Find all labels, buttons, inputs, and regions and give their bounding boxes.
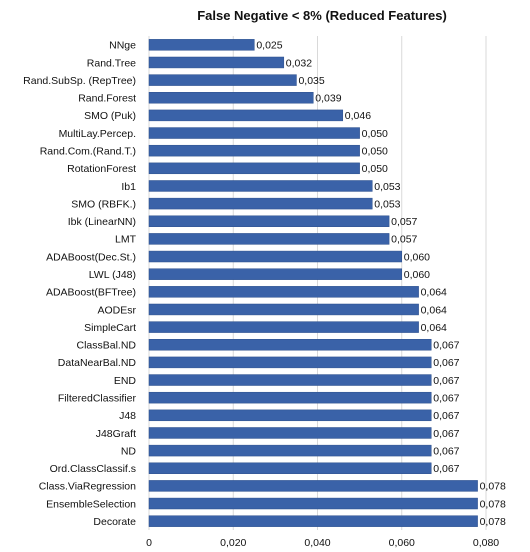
value-label: 0,064 (421, 287, 447, 299)
x-axis-tick-labels: 0 0,020 0,040 0,060 0,080 (146, 537, 499, 549)
chart-title: False Negative < 8% (Reduced Features) (197, 8, 447, 23)
value-label: 0,025 (256, 40, 282, 52)
value-label: 0,032 (286, 57, 312, 69)
bar (148, 233, 390, 245)
value-label: 0,067 (433, 445, 459, 457)
category-label: ADABoost(Dec.St.) (46, 251, 136, 263)
bar (148, 197, 373, 210)
category-label: Ord.ClassClassif.s (50, 463, 136, 475)
category-label: Rand.Com.(Rand.T.) (40, 145, 136, 157)
bar (148, 462, 432, 474)
bar (148, 497, 478, 510)
category-label: Ibk (LinearNN) (68, 216, 136, 228)
bar (148, 144, 360, 157)
category-label: SMO (Puk) (84, 110, 136, 122)
bar (148, 56, 285, 69)
bar (148, 92, 314, 104)
category-label: LWL (J48) (89, 269, 136, 281)
category-label: Rand.Forest (78, 93, 136, 105)
value-label: 0,050 (362, 163, 388, 175)
value-label: 0,067 (433, 357, 459, 369)
category-label: Rand.Tree (87, 57, 136, 69)
value-label: 0,064 (421, 322, 447, 334)
bar (148, 321, 419, 333)
value-label: 0,067 (433, 375, 459, 387)
value-labels: 0,025 0,032 0,035 0,039 0,046 0,050 0,050 0,050… (256, 40, 506, 528)
bar (148, 180, 373, 192)
x-tick-label: 0,020 (220, 537, 246, 549)
bar (148, 215, 390, 227)
value-label: 0,064 (421, 304, 447, 316)
value-label: 0,050 (362, 145, 388, 157)
category-label: LMT (115, 234, 137, 246)
value-label: 0,078 (480, 516, 506, 528)
category-label: J48Graft (96, 428, 136, 440)
category-label: RotationForest (67, 163, 136, 175)
bars (148, 39, 478, 527)
value-label: 0,035 (298, 75, 324, 87)
x-tick-label: 0 (146, 537, 152, 549)
bar (148, 109, 344, 122)
bar (148, 409, 432, 422)
value-label: 0,060 (404, 251, 430, 263)
bar (148, 480, 478, 492)
bar (148, 444, 432, 457)
bar (148, 74, 297, 86)
bar (148, 515, 478, 527)
value-label: 0,057 (391, 216, 417, 228)
value-label: 0,078 (480, 498, 506, 510)
value-label: 0,078 (480, 481, 506, 493)
category-label: NNge (109, 40, 136, 52)
value-label: 0,057 (391, 234, 417, 246)
value-label: 0,060 (404, 269, 430, 281)
category-label: Ib1 (121, 181, 136, 193)
category-label: ClassBal.ND (76, 340, 136, 352)
category-label: SMO (RBFK.) (71, 198, 136, 210)
category-label: Decorate (93, 516, 136, 528)
category-label: FilteredClassifier (58, 392, 137, 404)
bar (148, 339, 432, 351)
category-label: MultiLay.Percep. (59, 128, 136, 140)
value-label: 0,067 (433, 340, 459, 352)
bar (148, 39, 255, 51)
value-label: 0,053 (374, 198, 400, 210)
x-tick-label: 0,080 (473, 537, 499, 549)
value-label: 0,067 (433, 428, 459, 440)
category-label: SimpleCart (84, 322, 136, 334)
category-label: ND (121, 445, 137, 457)
value-label: 0,067 (433, 410, 459, 422)
category-label: Rand.SubSp. (RepTree) (23, 75, 136, 87)
bar (148, 374, 432, 386)
bar (148, 127, 360, 139)
category-label: DataNearBal.ND (58, 357, 137, 369)
value-label: 0,053 (374, 181, 400, 193)
bar (148, 268, 402, 280)
bar (148, 427, 432, 439)
bar (148, 162, 360, 175)
category-label: END (114, 375, 137, 387)
value-label: 0,050 (362, 128, 388, 140)
value-label: 0,067 (433, 392, 459, 404)
category-labels: NNge Rand.Tree Rand.SubSp. (RepTree) Rand.F… (23, 40, 136, 528)
category-label: ADABoost(BFTree) (46, 287, 136, 299)
value-label: 0,039 (315, 93, 341, 105)
bar (148, 303, 419, 316)
value-label: 0,067 (433, 463, 459, 475)
category-label: AODEsr (97, 304, 136, 316)
category-label: EnsembleSelection (46, 498, 136, 510)
category-label: Class.ViaRegression (39, 481, 136, 493)
category-label: J48 (119, 410, 136, 422)
value-label: 0,046 (345, 110, 371, 122)
bar (148, 391, 432, 404)
bar (148, 250, 402, 263)
bar (148, 286, 419, 298)
x-tick-label: 0,060 (389, 537, 415, 549)
bar (148, 356, 432, 369)
x-tick-label: 0,040 (304, 537, 330, 549)
